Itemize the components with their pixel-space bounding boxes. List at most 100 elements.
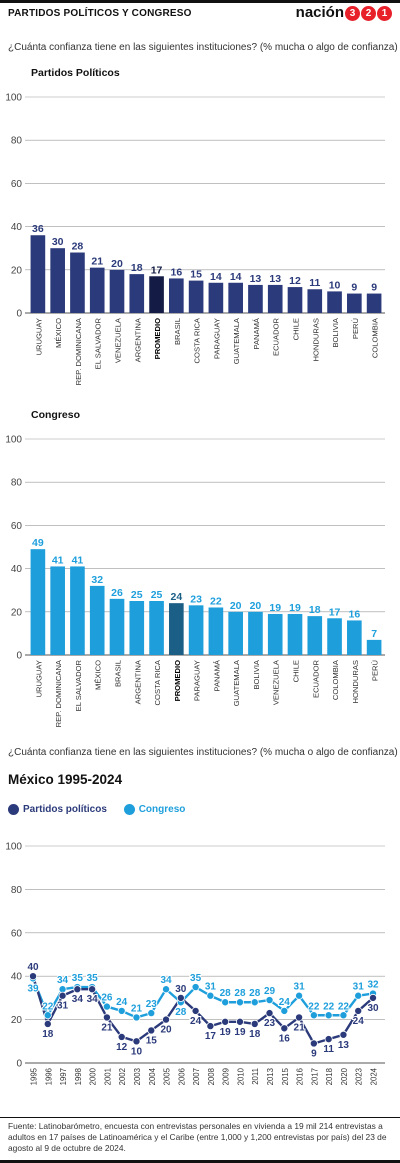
data-label-congreso: 21 (131, 1003, 143, 1014)
data-label-partidos-politicos: 18 (249, 1029, 261, 1040)
legend-label-congreso: Congreso (138, 804, 186, 815)
legend-dot-congreso (123, 804, 135, 815)
bar-paraguay (188, 605, 204, 655)
bar-argentina (129, 274, 145, 313)
x-tick-label: 2013 (266, 1068, 275, 1085)
bar-brasil (169, 278, 184, 313)
data-label-partidos-politicos: 30 (367, 1003, 379, 1014)
line-chart-mexico: 0 20 40 60 80 100 1995 1996 1997 1998 2000 2001 2002… (5, 842, 385, 1085)
data-label-congreso: 39 (27, 983, 39, 994)
y-tick-label: 40 (11, 564, 23, 575)
chart-title-mexico: México 1995-2024 (8, 772, 123, 787)
point-partidos-politicos (206, 1022, 215, 1031)
bar-uruguay (30, 235, 46, 313)
category-label-paraguay: PARAGUAY (193, 660, 202, 701)
point-partidos-politicos (354, 1006, 363, 1015)
x-tick-label: 2000 (89, 1067, 98, 1085)
point-partidos-politicos (221, 1017, 230, 1026)
bar-brasil (109, 598, 125, 655)
point-congreso (354, 991, 363, 1000)
data-label-panama: 22 (210, 595, 222, 607)
category-label-panama: PANAMÁ (252, 317, 261, 349)
data-label-congreso: 22 (42, 1001, 54, 1012)
category-label-panama: PANAMÁ (212, 659, 221, 691)
data-label-partidos-politicos: 19 (234, 1027, 246, 1038)
category-label-rep-dominicana: REP. DOMINICANA (54, 659, 63, 727)
data-label-promedio: 17 (151, 264, 163, 276)
bar-promedio (149, 276, 164, 313)
question-text: ¿Cuánta confianza tiene en las siguiente… (8, 42, 398, 53)
data-label-congreso: 26 (101, 993, 113, 1004)
category-label-peru: PERÚ (351, 318, 360, 339)
brand-logo: nación 3 2 1 (296, 4, 392, 21)
x-tick-label: 2002 (118, 1068, 127, 1085)
point-congreso (206, 991, 215, 1000)
data-label-chile: 12 (289, 275, 301, 287)
category-label-argentina: ARGENTINA (133, 317, 142, 362)
point-partidos-politicos (235, 1017, 244, 1026)
data-label-partidos-politicos: 31 (57, 1001, 69, 1012)
data-label-partidos-politicos: 24 (190, 1016, 202, 1027)
data-label-partidos-politicos: 19 (220, 1027, 232, 1038)
category-label-argentina: ARGENTINA (133, 659, 142, 704)
point-congreso (162, 985, 171, 994)
data-label-partidos-politicos: 23 (264, 1018, 276, 1029)
data-label-brasil: 16 (170, 266, 182, 278)
point-congreso (102, 1002, 111, 1011)
data-label-partidos-politicos: 34 (72, 994, 84, 1005)
x-tick-label: 1998 (74, 1068, 83, 1085)
legend-item-congreso: Congreso (123, 804, 186, 815)
x-tick-label: 1997 (59, 1068, 68, 1085)
data-label-congreso: 34 (57, 975, 69, 986)
data-label-mexico: 30 (52, 236, 64, 248)
y-tick-label: 0 (16, 1059, 22, 1070)
bar-panama (248, 284, 263, 313)
y-tick-label: 20 (11, 265, 23, 276)
data-label-panama: 13 (250, 273, 262, 285)
bar-colombia (366, 293, 382, 313)
x-tick-label: 2005 (163, 1067, 172, 1085)
data-label-honduras: 16 (348, 608, 360, 620)
bar-honduras (307, 289, 323, 313)
bar-costa-rica (149, 601, 164, 655)
bar-uruguay (30, 549, 46, 655)
y-tick-label: 0 (16, 309, 22, 320)
bar-chile (287, 287, 303, 313)
data-label-congreso: 28 (249, 988, 261, 999)
y-tick-label: 60 (11, 179, 23, 190)
data-label-partidos-politicos: 21 (101, 1022, 113, 1033)
bar-mexico (50, 248, 65, 313)
data-label-congreso: 24 (279, 997, 291, 1008)
data-label-peru: 7 (371, 628, 377, 640)
bar-el-salvador (70, 566, 85, 655)
data-label-partidos-politicos: 40 (27, 962, 39, 973)
point-congreso (191, 983, 200, 992)
category-label-promedio: PROMEDIO (153, 318, 162, 359)
data-label-partidos-politicos: 11 (323, 1044, 334, 1055)
x-tick-label: 2011 (251, 1068, 260, 1085)
data-label-partidos-politicos: 34 (87, 994, 99, 1005)
data-label-congreso: 22 (338, 1001, 350, 1012)
data-label-congreso: 28 (220, 988, 232, 999)
point-congreso (280, 1006, 289, 1015)
bar-venezuela (267, 613, 283, 655)
data-label-congreso: 35 (87, 973, 99, 984)
point-partidos-politicos (368, 993, 377, 1002)
category-label-mexico: MÉXICO (54, 318, 63, 348)
category-label-bolivia: BOLIVIA (331, 317, 340, 347)
point-partidos-politicos (88, 985, 97, 994)
x-tick-label: 2003 (133, 1068, 142, 1085)
category-label-mexico: MÉXICO (94, 660, 103, 690)
point-partidos-politicos (309, 1039, 318, 1048)
point-partidos-politicos (265, 1009, 274, 1018)
y-tick-label: 80 (11, 478, 23, 489)
brand-number-3: 1 (377, 6, 392, 21)
data-label-rep-dominicana: 41 (52, 554, 64, 566)
x-tick-label: 2001 (103, 1068, 112, 1085)
data-label-partidos-politicos: 9 (311, 1048, 317, 1059)
category-label-brasil: BRASIL (114, 660, 123, 687)
point-congreso (43, 1011, 52, 1020)
point-partidos-politicos (250, 1019, 259, 1028)
data-label-congreso: 34 (160, 975, 172, 986)
data-label-partidos-politicos: 17 (205, 1031, 217, 1042)
